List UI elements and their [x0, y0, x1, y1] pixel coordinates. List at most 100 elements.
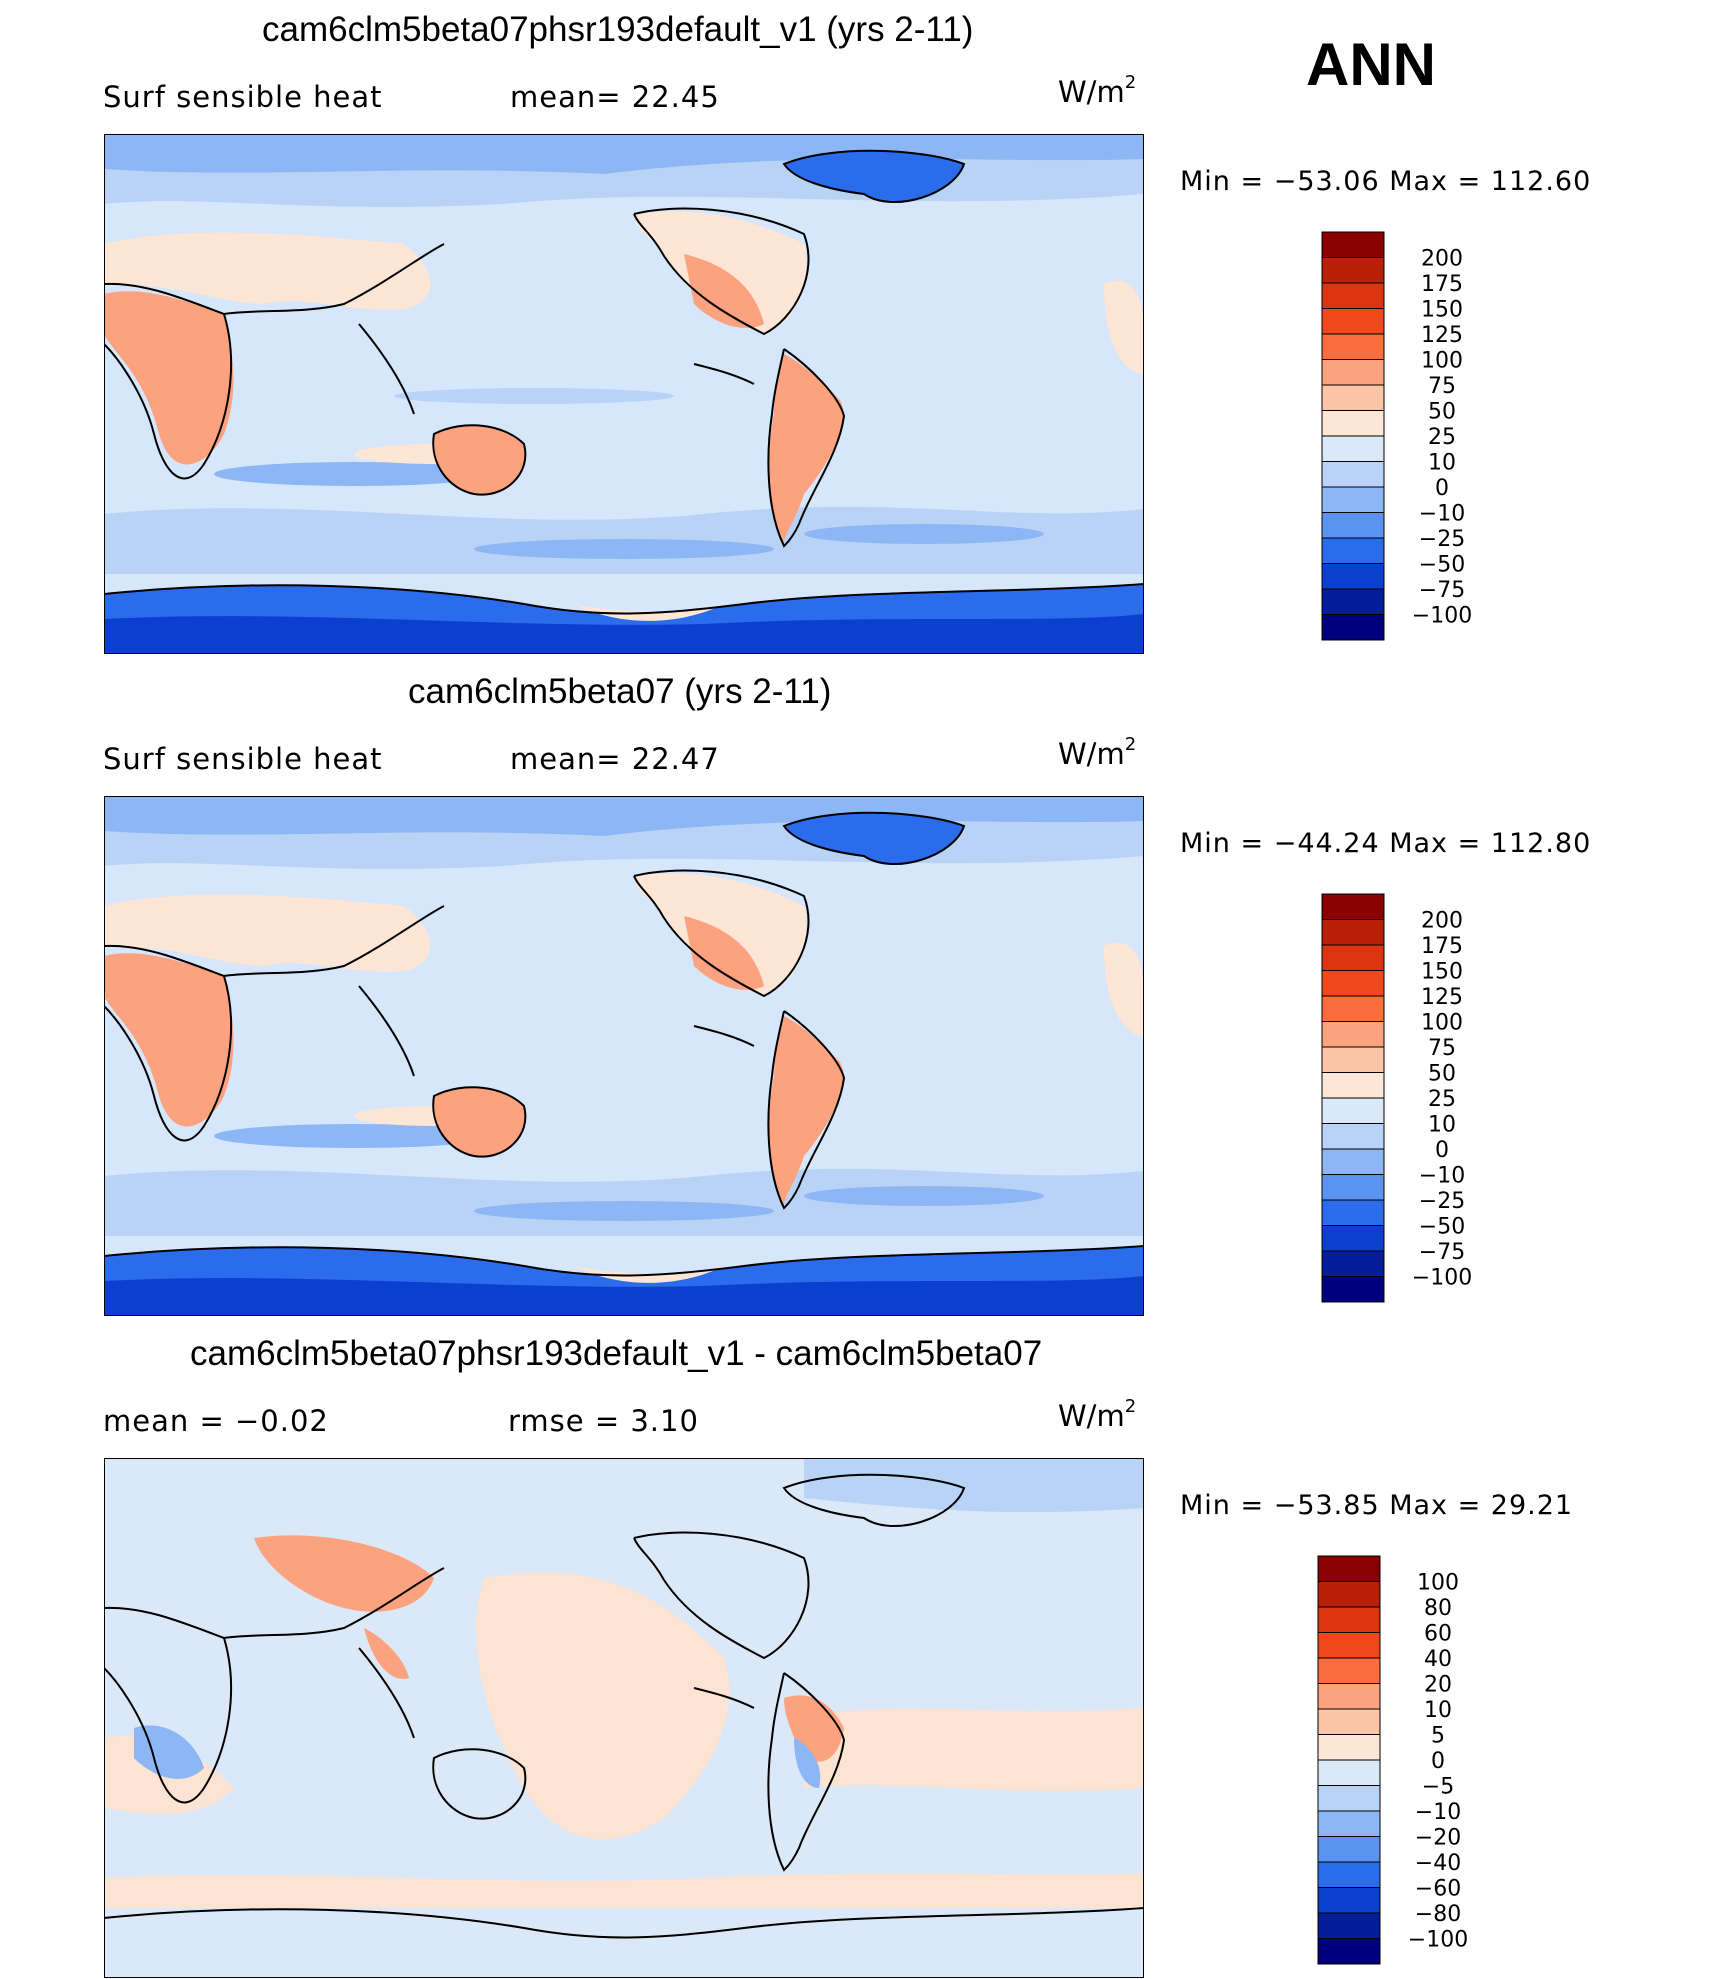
- colorbar-swatch: [1317, 1810, 1381, 1837]
- panel-1-mean-label: mean= 22.45: [510, 80, 720, 114]
- colorbar-tick-label: −100: [1412, 604, 1472, 629]
- colorbar-tick-label: −50: [1419, 1215, 1465, 1240]
- colorbar-swatch: [1321, 588, 1385, 615]
- colorbar-swatch: [1321, 893, 1385, 920]
- colorbar-swatch: [1321, 944, 1385, 971]
- colorbar-tick-label: 0: [1435, 1138, 1449, 1163]
- colorbar-tick-label: 200: [1421, 247, 1463, 272]
- colorbar-swatch: [1317, 1785, 1381, 1812]
- colorbar-swatch: [1321, 995, 1385, 1022]
- colorbar-tick-label: −60: [1415, 1877, 1461, 1902]
- colorbar-tick-label: 20: [1424, 1673, 1452, 1698]
- panel-1-colorbar-swatches: [1321, 231, 1385, 641]
- colorbar-tick-label: −75: [1419, 578, 1465, 603]
- colorbar-swatch: [1317, 1657, 1381, 1684]
- colorbar-swatch: [1317, 1734, 1381, 1761]
- panel-1-map: [104, 134, 1144, 654]
- colorbar-tick-label: 200: [1421, 909, 1463, 934]
- colorbar-swatch: [1317, 1759, 1381, 1786]
- colorbar-swatch: [1321, 1123, 1385, 1150]
- colorbar-tick-label: −80: [1415, 1902, 1461, 1927]
- colorbar-tick-label: 75: [1428, 374, 1456, 399]
- colorbar-tick-label: 50: [1428, 1062, 1456, 1087]
- panel-1-title: cam6clm5beta07phsr193default_v1 (yrs 2-1…: [262, 10, 974, 49]
- colorbar-swatch: [1317, 1708, 1381, 1735]
- colorbar-swatch: [1317, 1555, 1381, 1582]
- colorbar-tick-label: 5: [1431, 1724, 1445, 1749]
- colorbar-swatch: [1317, 1683, 1381, 1710]
- colorbar-swatch: [1321, 435, 1385, 462]
- colorbar-tick-label: 50: [1428, 400, 1456, 425]
- colorbar-tick-label: 25: [1428, 425, 1456, 450]
- colorbar-swatch: [1321, 1199, 1385, 1226]
- colorbar-swatch: [1321, 359, 1385, 386]
- panel-2-title: cam6clm5beta07 (yrs 2-11): [408, 672, 832, 711]
- colorbar-swatch: [1321, 231, 1385, 258]
- panel-2-min-max: Min = −44.24 Max = 112.80: [1180, 828, 1592, 859]
- colorbar-swatch: [1317, 1938, 1381, 1965]
- colorbar-tick-label: −10: [1419, 1164, 1465, 1189]
- colorbar-tick-label: 10: [1428, 1113, 1456, 1138]
- colorbar-tick-label: 100: [1417, 1571, 1459, 1596]
- colorbar-tick-label: −75: [1419, 1240, 1465, 1265]
- colorbar-swatch: [1321, 512, 1385, 539]
- panel-3-map: [104, 1458, 1144, 1978]
- colorbar-tick-label: 175: [1421, 934, 1463, 959]
- colorbar-swatch: [1317, 1912, 1381, 1939]
- colorbar-tick-label: 100: [1421, 1011, 1463, 1036]
- colorbar-swatch: [1321, 410, 1385, 437]
- colorbar-swatch: [1321, 614, 1385, 641]
- colorbar-tick-label: 75: [1428, 1036, 1456, 1061]
- panel-1-min-max: Min = −53.06 Max = 112.60: [1180, 166, 1592, 197]
- colorbar-tick-label: −5: [1422, 1775, 1454, 1800]
- colorbar-tick-label: 60: [1424, 1622, 1452, 1647]
- panel-2-units: W/m2: [1058, 734, 1137, 771]
- colorbar-swatch: [1317, 1581, 1381, 1608]
- panel-3-title: cam6clm5beta07phsr193default_v1 - cam6cl…: [190, 1334, 1043, 1373]
- colorbar-swatch: [1321, 1021, 1385, 1048]
- colorbar-swatch: [1321, 486, 1385, 513]
- colorbar-tick-label: 0: [1431, 1749, 1445, 1774]
- colorbar-tick-label: −20: [1415, 1826, 1461, 1851]
- colorbar-swatch: [1321, 919, 1385, 946]
- colorbar-tick-label: −100: [1412, 1266, 1472, 1291]
- colorbar-swatch: [1321, 257, 1385, 284]
- colorbar-swatch: [1321, 1148, 1385, 1175]
- panel-3-units: W/m2: [1058, 1396, 1137, 1433]
- colorbar-tick-label: 10: [1424, 1698, 1452, 1723]
- colorbar-tick-label: −50: [1419, 553, 1465, 578]
- colorbar-tick-label: −10: [1419, 502, 1465, 527]
- colorbar-swatch: [1321, 461, 1385, 488]
- panel-1-units: W/m2: [1058, 72, 1137, 109]
- colorbar-tick-label: 125: [1421, 323, 1463, 348]
- colorbar-swatch: [1321, 1225, 1385, 1252]
- colorbar-swatch: [1321, 1072, 1385, 1099]
- colorbar-tick-label: −25: [1419, 1189, 1465, 1214]
- colorbar-swatch: [1321, 1276, 1385, 1303]
- colorbar-swatch: [1321, 537, 1385, 564]
- colorbar-tick-label: 0: [1435, 476, 1449, 501]
- colorbar-tick-label: 150: [1421, 960, 1463, 985]
- colorbar-tick-label: −100: [1408, 1928, 1468, 1953]
- season-label: ANN: [1306, 31, 1436, 98]
- colorbar-swatch: [1321, 1097, 1385, 1124]
- colorbar-tick-label: 80: [1424, 1596, 1452, 1621]
- colorbar-tick-label: 150: [1421, 298, 1463, 323]
- colorbar-swatch: [1317, 1861, 1381, 1888]
- colorbar-tick-label: 40: [1424, 1647, 1452, 1672]
- colorbar-swatch: [1321, 333, 1385, 360]
- colorbar-swatch: [1321, 563, 1385, 590]
- colorbar-tick-label: 100: [1421, 349, 1463, 374]
- panel-3-rmse-label: rmse = 3.10: [508, 1404, 699, 1438]
- colorbar-tick-label: −40: [1415, 1851, 1461, 1876]
- colorbar-swatch: [1321, 1046, 1385, 1073]
- colorbar-tick-label: 175: [1421, 272, 1463, 297]
- colorbar-tick-label: 25: [1428, 1087, 1456, 1112]
- colorbar-swatch: [1321, 1174, 1385, 1201]
- panel-3-mean-label: mean = −0.02: [103, 1404, 329, 1438]
- colorbar-tick-label: −25: [1419, 527, 1465, 552]
